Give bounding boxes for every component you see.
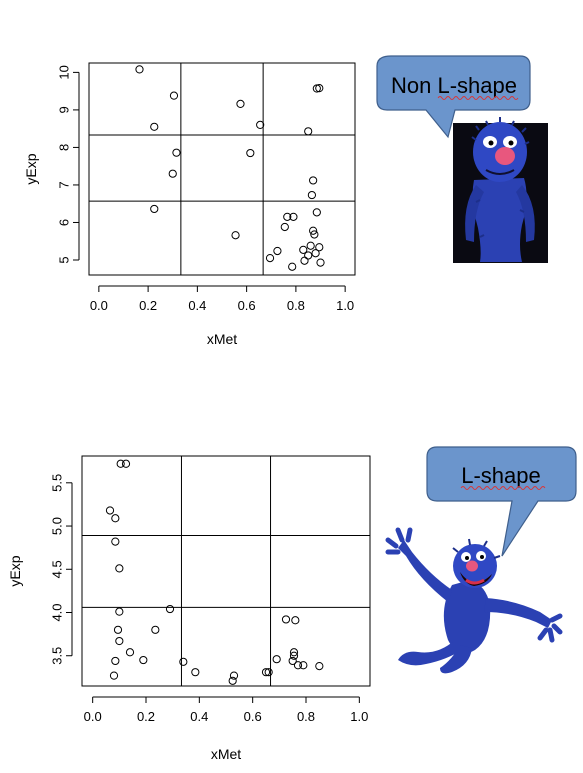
data-point: [170, 92, 177, 99]
x-tick-label: 0.6: [244, 709, 262, 724]
grover-jumping-icon: [388, 530, 560, 673]
plot-frame: [82, 456, 370, 686]
x-tick-label: 0.2: [137, 709, 155, 724]
data-point: [173, 149, 180, 156]
x-tick-label: 0.0: [84, 709, 102, 724]
x-tick-label: 0.6: [238, 298, 256, 313]
data-point: [300, 662, 307, 669]
data-point: [317, 259, 324, 266]
x-tick-label: 0.0: [90, 298, 108, 313]
x-tick-label: 0.8: [287, 298, 305, 313]
data-point: [289, 263, 296, 270]
y-tick-label: 10: [56, 65, 71, 79]
x-tick-label: 0.4: [190, 709, 208, 724]
data-point: [237, 100, 244, 107]
data-point: [110, 672, 117, 679]
data-point: [151, 123, 158, 130]
data-point: [292, 617, 299, 624]
data-point: [192, 669, 199, 676]
x-axis-title: xMet: [211, 746, 241, 762]
data-point: [313, 209, 320, 216]
grover-portrait-icon: [453, 117, 548, 263]
data-point: [310, 177, 317, 184]
y-tick-label: 7: [56, 181, 71, 188]
y-tick-label: 5: [56, 256, 71, 263]
data-point: [305, 252, 312, 259]
x-axis-title: xMet: [207, 331, 237, 347]
partition-lines: [89, 63, 355, 275]
y-axis-title: yExp: [23, 153, 39, 184]
plot-frame: [89, 63, 355, 275]
y-tick-label: 5.0: [49, 517, 64, 535]
data-point: [266, 255, 273, 262]
data-point: [301, 257, 308, 264]
data-point: [136, 66, 143, 73]
data-point: [274, 247, 281, 254]
callout-label: L-shape: [461, 463, 541, 488]
data-point: [229, 677, 236, 684]
data-point: [126, 649, 133, 656]
x-tick-label: 0.2: [139, 298, 157, 313]
x-tick-label: 0.8: [297, 709, 315, 724]
data-points: [136, 66, 324, 271]
data-point: [169, 170, 176, 177]
y-tick-label: 8: [56, 144, 71, 151]
data-point: [312, 250, 319, 257]
data-point: [230, 672, 237, 679]
data-point: [273, 656, 280, 663]
data-point: [112, 515, 119, 522]
data-point: [281, 223, 288, 230]
x-tick-label: 1.0: [336, 298, 354, 313]
data-point: [152, 626, 159, 633]
data-point: [305, 128, 312, 135]
data-points: [106, 460, 323, 684]
scatter-plot-bottom: 0.0 0.2 0.4 0.6 0.8 1.0 3.54.04.55.05.5 xMet …: [7, 456, 370, 762]
data-point: [112, 657, 119, 664]
data-point: [116, 637, 123, 644]
data-point: [166, 605, 173, 612]
data-point: [106, 507, 113, 514]
data-point: [122, 460, 129, 467]
x-tick-label: 0.4: [188, 298, 206, 313]
data-point: [247, 149, 254, 156]
y-tick-label: 6: [56, 219, 71, 226]
y-axis-title: yExp: [7, 555, 23, 586]
data-point: [116, 608, 123, 615]
partition-lines: [82, 456, 370, 686]
data-point: [180, 658, 187, 665]
x-axis: 0.0 0.2 0.4 0.6 0.8 1.0: [84, 697, 369, 724]
callout-label: Non L-shape: [391, 73, 517, 98]
y-tick-label: 4.5: [49, 560, 64, 578]
data-point: [114, 626, 121, 633]
scatter-plot-top: 0.0 0.2 0.4 0.6 0.8 1.0 5 6 7 8 9 10 xMet yExp: [23, 63, 355, 347]
data-point: [232, 232, 239, 239]
data-point: [116, 565, 123, 572]
x-tick-label: 1.0: [350, 709, 368, 724]
data-point: [307, 242, 314, 249]
data-point: [308, 191, 315, 198]
data-point: [316, 663, 323, 670]
y-tick-label: 4.0: [49, 603, 64, 621]
data-point: [282, 616, 289, 623]
speech-bubble-bottom: L-shape: [427, 447, 576, 556]
y-tick-label: 3.5: [49, 647, 64, 665]
y-tick-label: 9: [56, 106, 71, 113]
x-axis: 0.0 0.2 0.4 0.6 0.8 1.0: [90, 286, 354, 313]
y-axis: 5 6 7 8 9 10: [56, 65, 79, 263]
data-point: [140, 656, 147, 663]
data-point: [112, 538, 119, 545]
data-point: [151, 205, 158, 212]
y-axis: 3.5 4.0 4.5 5.0 5.5: [49, 474, 72, 665]
y-tick-label: 5.5: [49, 474, 64, 492]
